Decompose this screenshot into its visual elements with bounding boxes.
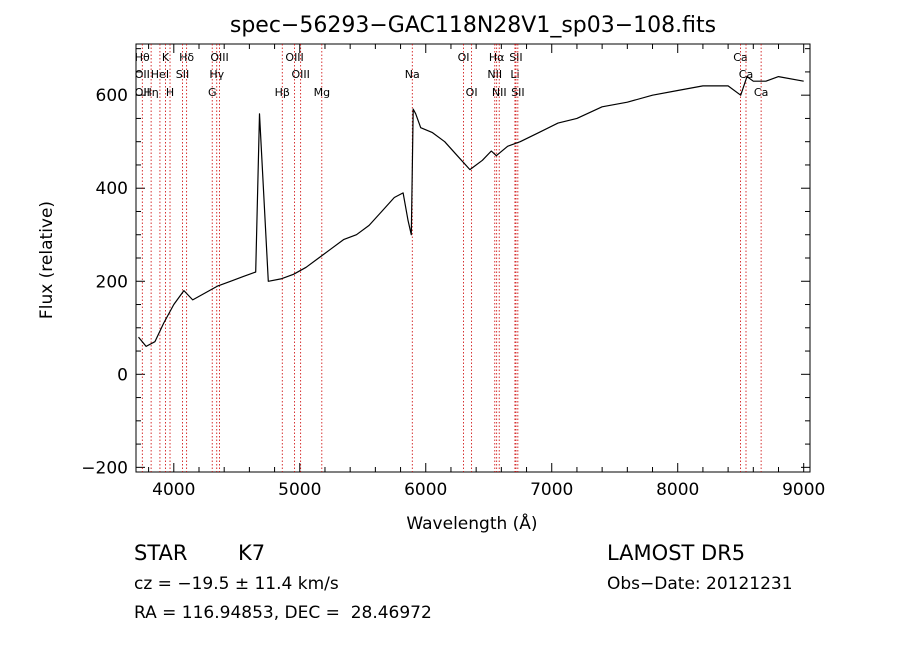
spectral-line-label: SII [511,86,524,99]
spectral-line-label: Na [405,68,420,81]
spectral-line-label: H [166,86,174,99]
survey-name: LAMOST DR5 [607,541,746,565]
spectral-line-label: NII [492,86,507,99]
x-axis-label: Wavelength (Å) [406,512,537,534]
ra-dec-coordinates: RA = 116.94853, DEC = 28.46972 [134,603,432,623]
spectral-line-label: Li [510,68,519,81]
spectral-line-label: G [208,86,217,99]
spectral-line-label: OIII [285,51,303,64]
y-tick-label: 0 [117,365,128,385]
x-tick-label: 6000 [404,480,447,500]
spectral-line-label: OI [466,86,478,99]
spectral-line-label: OII [135,86,150,99]
spectral-line-label: Hθ [135,51,150,64]
spectral-line-label: HeI [151,68,169,81]
spectral-line-label: OIII [291,68,309,81]
spectral-line-label: Hγ [209,68,224,81]
x-tick-label: 8000 [656,480,699,500]
spectral-line-label: K [162,51,170,64]
spectral-line-label: Ca [739,68,753,81]
spectral-line-label: SII [176,68,189,81]
chart-title: spec−56293−GAC118N28V1_sp03−108.fits [230,13,716,38]
spectral-line-label: OI [458,51,470,64]
spectrum-series-line [138,75,804,347]
plot-frame [135,43,811,473]
y-tick-label: 400 [96,179,128,199]
spectral-line-label: Hα [489,51,505,64]
spectral-line-label: Hη [143,86,158,99]
x-tick-label: 9000 [782,480,825,500]
x-tick-label: 7000 [530,480,573,500]
y-axis-label: Flux (relative) [37,201,57,319]
y-tick-label: 200 [96,272,128,292]
spectral-line-label: SII [509,51,522,64]
object-class: STAR [134,541,188,565]
object-subclass: K7 [238,541,266,565]
spectral-line-label: Ca [754,86,768,99]
y-tick-label: 600 [96,86,128,106]
spectral-line-label: OII [135,68,150,81]
spectral-line-label: Hβ [275,86,290,99]
x-tick-label: 5000 [278,480,321,500]
spectral-line-label: Hδ [179,51,194,64]
y-tick-label: −200 [81,458,128,478]
spectral-line-label: Ca [733,51,747,64]
spectral-line-label: Mg [314,86,330,99]
spectral-line-label: NII [487,68,502,81]
redshift-cz: cz = −19.5 ± 11.4 km/s [134,574,339,594]
x-tick-label: 4000 [152,480,195,500]
plot-area: 4000 5000 6000 7000 8000 9000 −200 0 200 400 600 Hθ… [81,43,825,500]
observation-date: Obs−Date: 20121231 [607,574,793,594]
spectral-line-label: OIII [210,51,228,64]
